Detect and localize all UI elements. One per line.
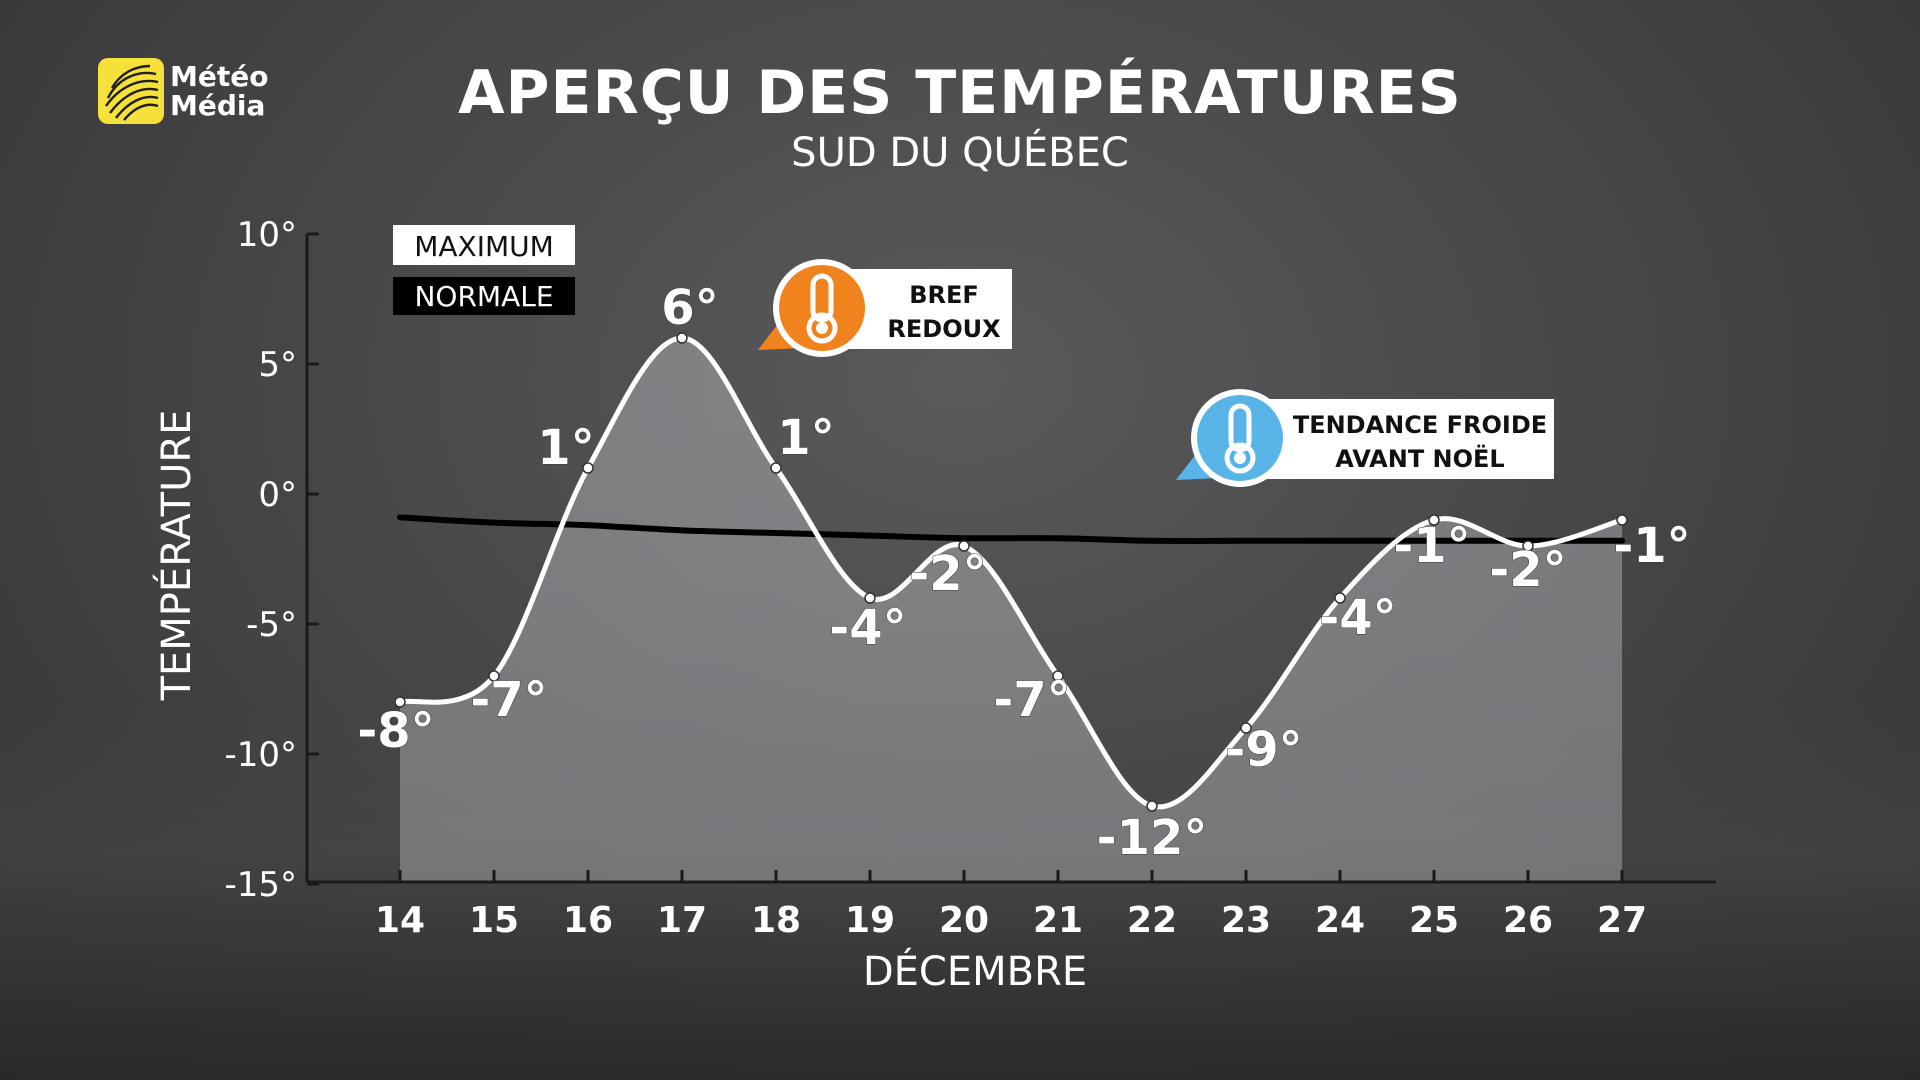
data-label: 6° [661,280,718,336]
annotation-line-2: AVANT NOËL [1335,444,1504,473]
x-tick-label: 17 [657,900,707,941]
maximum-data-point [958,540,970,552]
data-label: -9° [1225,722,1302,778]
legend-normale-label: NORMALE [414,280,553,313]
x-tick-label: 18 [751,900,801,941]
y-axis-label: TEMPÉRATURE [152,410,200,702]
thermometer-bulb [806,312,838,344]
data-label: -7° [993,672,1070,728]
y-tick-label: -10° [224,735,297,775]
data-label: -1° [1613,518,1690,574]
legend-normale-swatch [393,277,575,315]
data-label: -4° [1319,590,1396,646]
legend-maximum-swatch [393,225,575,265]
data-label: 1° [777,410,834,466]
x-tick-label: 16 [563,900,613,941]
maximum-data-point [1428,514,1440,526]
maximum-data-point [1240,722,1252,734]
data-label: -4° [829,600,906,656]
maximum-data-point [770,462,782,474]
maximum-data-point [1052,670,1064,682]
legend-maximum-label: MAXIMUM [414,230,554,263]
x-tick-label: 26 [1503,900,1553,941]
y-tick-label: 10° [237,215,297,255]
maximum-area-fill [400,338,1622,882]
data-label: -2° [909,546,986,602]
data-label: -1° [1393,518,1470,574]
annotation-line-1: TENDANCE FROIDE [1293,411,1547,439]
thermometer-stem [810,273,834,323]
x-axis-label: DÉCEMBRE [863,947,1087,995]
maximum-data-point [1334,592,1346,604]
x-tick-label: 21 [1033,900,1083,941]
chart-title: APERÇU DES TEMPÉRATURES [458,58,1462,128]
x-tick-label: 22 [1127,900,1177,941]
y-tick-label: -15° [224,865,297,905]
chart-subtitle: SUD DU QUÉBEC [791,130,1129,176]
x-tick-label: 23 [1221,900,1271,941]
meteomedia-logo: Météo Média [98,58,268,124]
y-tick-label: 5° [258,345,297,385]
maximum-data-point [394,696,406,708]
annotation-box [1264,399,1554,479]
data-label: -12° [1097,810,1208,866]
maximum-data-point [864,592,876,604]
x-tick-label: 25 [1409,900,1459,941]
thermometer-hot-icon [779,265,865,351]
data-label: -7° [470,672,547,728]
thermometer-bulb [1224,442,1256,474]
brand-line-1: Météo [170,60,269,93]
maximum-data-point [1522,540,1534,552]
maximum-data-point [488,670,500,682]
brand-line-2: Média [170,89,266,122]
x-tick-label: 15 [469,900,519,941]
y-tick-label: -5° [246,605,297,645]
data-label: -2° [1489,542,1566,598]
maximum-data-point [582,462,594,474]
x-tick-label: 19 [845,900,895,941]
maximum-data-point [1146,800,1158,812]
x-tick-label: 27 [1597,900,1647,941]
x-tick-label: 24 [1315,900,1365,941]
thermometer-cold-icon [1197,395,1283,481]
maximum-data-point [1616,514,1628,526]
thermometer-fill [1234,452,1246,464]
data-label: -8° [357,703,434,759]
normale-series-line [397,514,1625,544]
thermometer-stem [1228,403,1252,453]
x-tick-label: 20 [939,900,989,941]
globe-icon [98,58,164,124]
thermometer-fill [816,322,828,334]
maximum-data-point [676,332,688,344]
data-label: 1° [537,420,594,476]
y-tick-label: 0° [258,475,297,515]
annotation-line-2: REDOUX [887,315,1001,343]
annotation-box [848,269,1012,349]
x-tick-label: 14 [375,900,425,941]
annotation-line-1: BREF [909,281,979,309]
